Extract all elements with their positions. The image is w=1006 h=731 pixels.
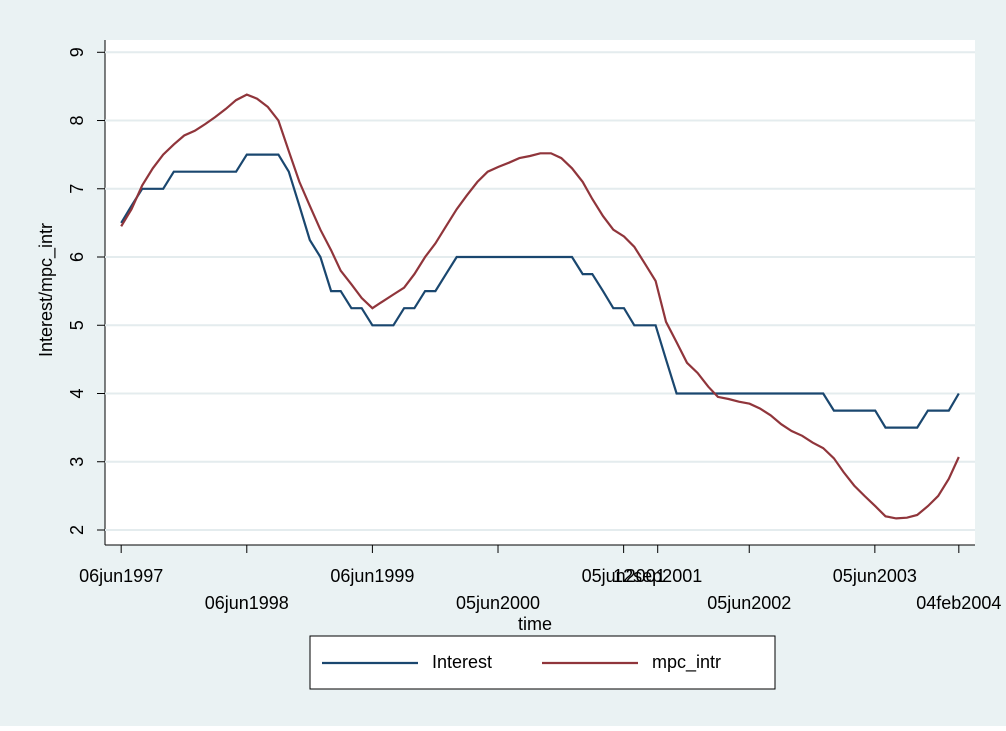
y-tick-label: 9 (67, 47, 87, 57)
y-tick-label: 6 (67, 252, 87, 262)
plot-area (105, 40, 975, 545)
x-tick-label: 06jun1999 (330, 566, 414, 586)
y-tick-label: 3 (67, 457, 87, 467)
y-tick-label: 4 (67, 388, 87, 398)
x-tick-label: 06jun1998 (205, 593, 289, 613)
legend-label: Interest (432, 652, 492, 672)
legend-label: mpc_intr (652, 652, 721, 673)
x-tick-label: 06jun1997 (79, 566, 163, 586)
x-axis-label: time (518, 614, 552, 634)
x-tick-label: 05jun2001 (582, 566, 666, 586)
x-tick-label: 05jun2000 (456, 593, 540, 613)
y-tick-label: 7 (67, 184, 87, 194)
series-line (120, 153, 960, 429)
x-tick-label: 05jun2003 (833, 566, 917, 586)
y-tick-label: 2 (67, 525, 87, 535)
x-tick-label: 04feb2004 (916, 593, 1001, 613)
y-tick-label: 8 (67, 116, 87, 126)
y-tick-label: 5 (67, 320, 87, 330)
x-tick-label: 12sep2001 (613, 566, 702, 586)
series-line (120, 93, 960, 520)
y-axis-label: Interest/mpc_intr (36, 223, 57, 357)
x-tick-label: 05jun2002 (707, 593, 791, 613)
